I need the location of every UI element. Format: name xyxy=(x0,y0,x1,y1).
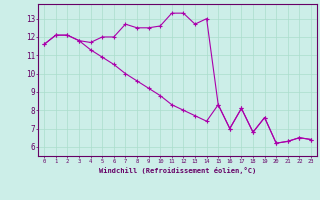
X-axis label: Windchill (Refroidissement éolien,°C): Windchill (Refroidissement éolien,°C) xyxy=(99,167,256,174)
